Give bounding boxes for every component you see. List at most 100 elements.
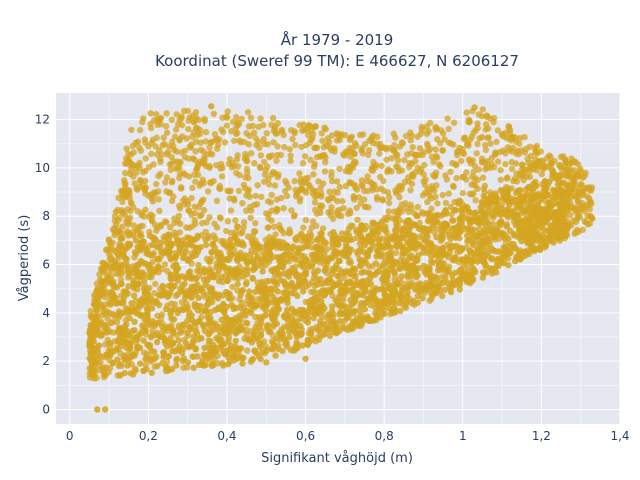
data-point bbox=[168, 179, 176, 186]
data-point bbox=[114, 251, 122, 258]
data-point bbox=[415, 225, 422, 232]
data-point bbox=[390, 295, 397, 302]
data-point bbox=[272, 130, 279, 137]
data-point bbox=[226, 155, 233, 163]
data-point bbox=[213, 264, 220, 271]
data-point bbox=[118, 187, 125, 195]
data-point bbox=[305, 132, 312, 139]
data-point bbox=[465, 215, 472, 223]
data-point bbox=[326, 188, 333, 195]
data-point bbox=[330, 250, 338, 257]
data-point bbox=[335, 293, 343, 300]
data-point bbox=[273, 281, 281, 288]
data-point bbox=[399, 140, 406, 147]
data-point bbox=[131, 352, 138, 359]
data-point bbox=[224, 218, 232, 225]
data-point bbox=[146, 284, 153, 292]
data-point bbox=[172, 261, 180, 268]
data-point bbox=[390, 268, 397, 275]
data-point bbox=[365, 232, 373, 240]
data-point bbox=[376, 150, 383, 157]
data-point bbox=[153, 180, 160, 188]
data-point bbox=[532, 163, 539, 171]
data-point bbox=[309, 218, 317, 225]
data-point bbox=[182, 171, 189, 178]
data-point bbox=[234, 122, 241, 129]
data-point bbox=[376, 302, 383, 309]
data-point bbox=[499, 131, 506, 138]
data-point bbox=[351, 273, 358, 280]
data-point bbox=[449, 217, 456, 224]
data-point bbox=[248, 150, 255, 157]
data-point bbox=[333, 178, 341, 185]
data-point bbox=[401, 264, 408, 271]
data-point bbox=[483, 203, 490, 210]
data-point bbox=[269, 114, 277, 122]
data-point bbox=[163, 129, 171, 136]
data-point bbox=[318, 130, 325, 137]
data-point bbox=[570, 180, 578, 187]
data-point bbox=[206, 214, 213, 221]
data-point bbox=[194, 232, 201, 240]
data-point bbox=[458, 256, 465, 263]
data-point bbox=[474, 120, 481, 127]
data-point bbox=[221, 307, 228, 314]
data-point bbox=[303, 283, 310, 290]
data-point bbox=[388, 155, 395, 162]
data-point bbox=[149, 241, 157, 248]
data-point bbox=[385, 199, 393, 207]
data-point bbox=[395, 188, 402, 195]
data-point bbox=[520, 207, 527, 215]
data-point bbox=[104, 274, 111, 282]
data-point bbox=[224, 187, 231, 194]
data-point bbox=[402, 300, 409, 308]
data-point bbox=[302, 311, 310, 319]
data-point bbox=[375, 236, 382, 244]
data-point bbox=[414, 212, 421, 220]
data-point bbox=[439, 191, 446, 199]
data-point bbox=[555, 224, 562, 231]
data-point bbox=[428, 215, 435, 222]
data-point bbox=[185, 125, 192, 133]
data-point bbox=[488, 255, 495, 263]
data-point bbox=[227, 236, 234, 243]
data-point bbox=[511, 244, 518, 251]
data-point bbox=[228, 301, 235, 309]
data-point bbox=[460, 173, 467, 180]
data-point bbox=[261, 158, 268, 166]
data-point bbox=[347, 165, 354, 172]
data-point bbox=[313, 192, 321, 199]
data-point bbox=[456, 278, 463, 285]
data-point bbox=[189, 133, 196, 140]
data-point bbox=[184, 317, 191, 324]
data-point bbox=[148, 305, 156, 312]
data-point bbox=[168, 285, 176, 292]
data-point bbox=[300, 224, 307, 231]
data-point bbox=[423, 281, 431, 289]
data-point bbox=[508, 165, 516, 172]
data-point bbox=[302, 271, 310, 278]
data-point bbox=[213, 137, 220, 144]
data-point bbox=[358, 181, 365, 189]
data-point bbox=[204, 275, 211, 282]
data-point bbox=[516, 134, 524, 142]
data-point bbox=[321, 287, 328, 294]
data-point bbox=[429, 259, 436, 266]
data-point bbox=[519, 232, 526, 239]
data-point bbox=[235, 187, 243, 195]
data-point bbox=[475, 111, 482, 118]
data-point bbox=[473, 250, 480, 257]
data-point bbox=[284, 343, 291, 350]
data-point bbox=[483, 235, 491, 243]
x-tick-label: 0 bbox=[66, 429, 74, 443]
data-point bbox=[558, 205, 565, 213]
data-point bbox=[243, 207, 250, 214]
data-point bbox=[505, 243, 512, 250]
data-point bbox=[366, 275, 374, 282]
data-point bbox=[252, 192, 259, 200]
data-point bbox=[308, 329, 315, 337]
data-point bbox=[350, 324, 357, 332]
data-point bbox=[353, 142, 360, 149]
data-point bbox=[361, 306, 369, 313]
data-point bbox=[554, 235, 561, 242]
